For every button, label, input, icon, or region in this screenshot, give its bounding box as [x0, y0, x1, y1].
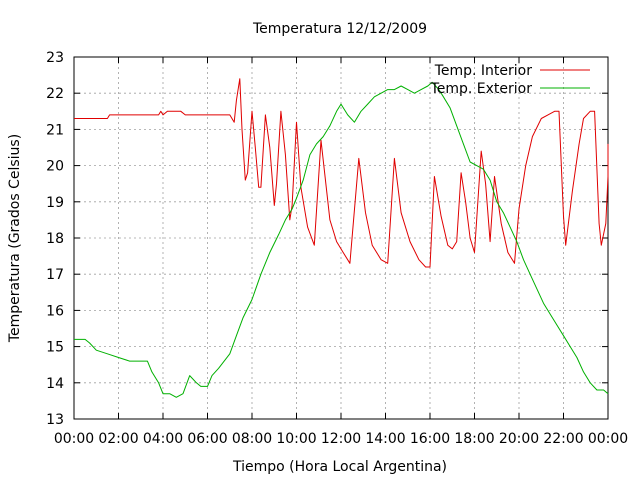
chart-title: Temperatura 12/12/2009 — [252, 21, 427, 37]
y-tick-label: 23 — [46, 50, 64, 66]
legend: Temp. Interior Temp. Exterior — [430, 63, 590, 97]
y-tick-label: 15 — [46, 340, 64, 356]
x-tick-label: 10:00 — [276, 431, 316, 447]
y-tick-label: 21 — [46, 122, 64, 138]
x-tick-label: 00:00 — [588, 431, 628, 447]
y-tick-label: 20 — [46, 159, 64, 175]
series-layer — [74, 78, 609, 398]
x-tick-label: 12:00 — [321, 431, 361, 447]
axis-ticks: 00:00 02:00 04:00 06:00 08:00 10:00 12:00 14:00… — [46, 50, 628, 447]
x-tick-label: 22:00 — [543, 431, 583, 447]
x-tick-label: 14:00 — [365, 431, 405, 447]
series-line-exterior — [74, 81, 609, 398]
series-line-interior — [74, 78, 609, 268]
y-tick-label: 13 — [46, 412, 64, 428]
legend-label-exterior: Temp. Exterior — [430, 81, 533, 97]
y-tick-label: 14 — [46, 376, 64, 392]
x-tick-label: 16:00 — [410, 431, 450, 447]
y-tick-label: 18 — [46, 231, 64, 247]
x-tick-label: 20:00 — [499, 431, 539, 447]
x-tick-label: 00:00 — [54, 431, 94, 447]
x-tick-label: 04:00 — [143, 431, 183, 447]
y-tick-label: 16 — [46, 303, 64, 319]
x-tick-label: 18:00 — [454, 431, 494, 447]
x-tick-label: 08:00 — [232, 431, 272, 447]
y-axis-label: Temperatura (Grados Celsius) — [7, 134, 23, 343]
grid — [74, 57, 608, 419]
y-tick-label: 19 — [46, 195, 64, 211]
legend-label-interior: Temp. Interior — [434, 63, 533, 79]
y-tick-label: 17 — [46, 267, 64, 283]
x-axis-label: Tiempo (Hora Local Argentina) — [232, 459, 447, 475]
x-tick-label: 02:00 — [98, 431, 138, 447]
y-tick-label: 22 — [46, 86, 64, 102]
x-tick-label: 06:00 — [187, 431, 227, 447]
